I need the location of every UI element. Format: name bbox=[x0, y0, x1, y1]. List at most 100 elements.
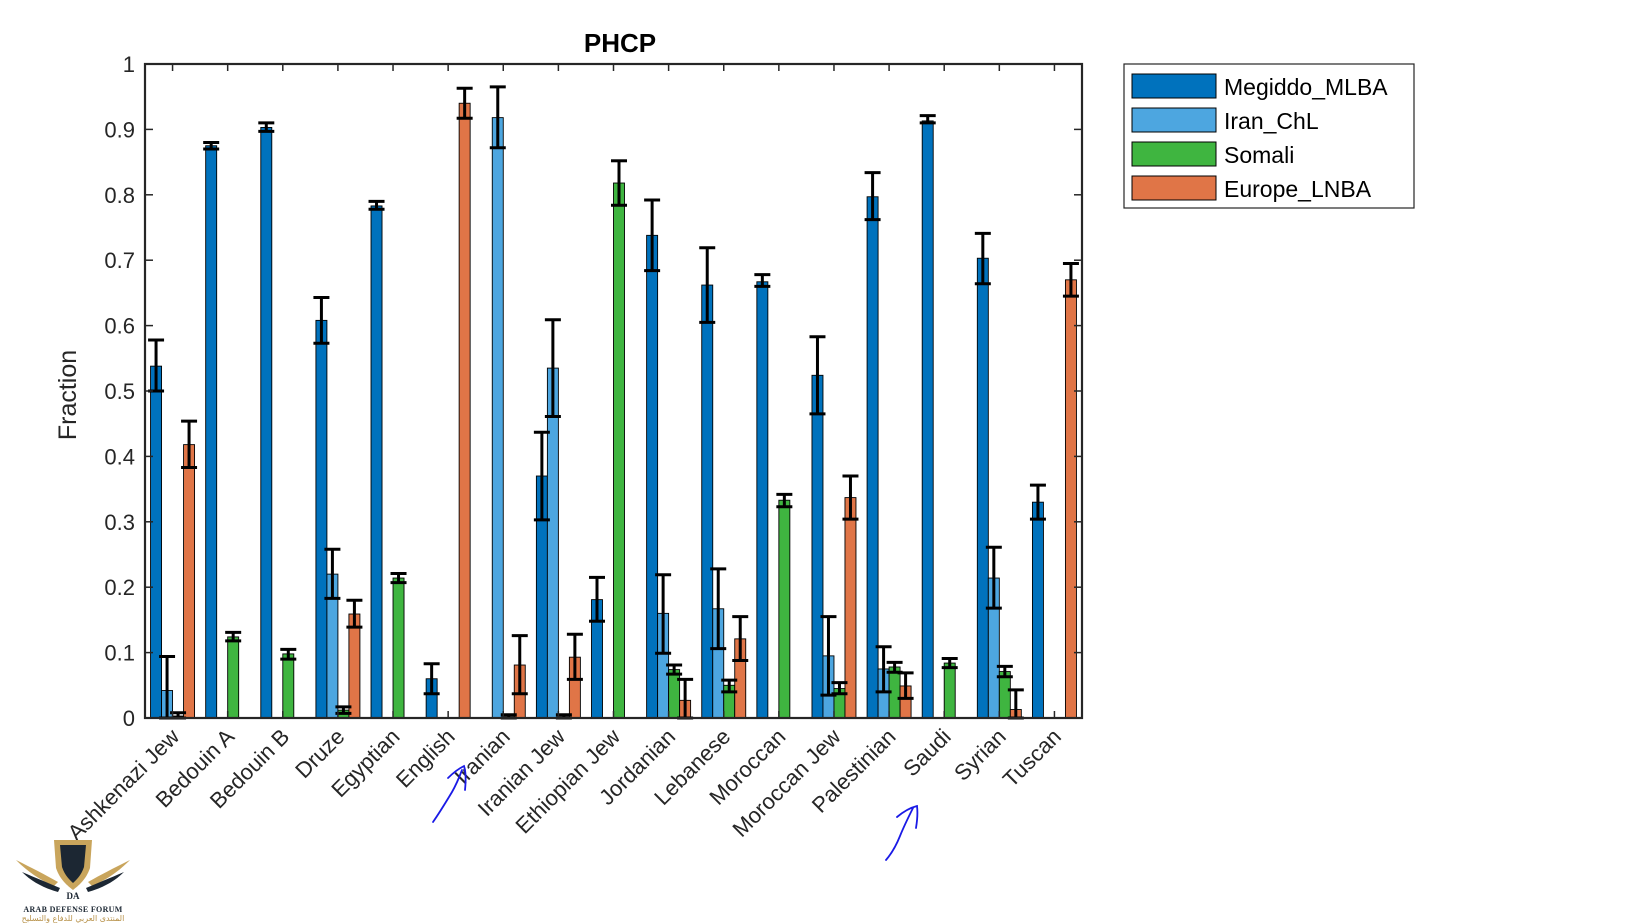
error-bar bbox=[644, 198, 661, 273]
error-bar bbox=[313, 295, 330, 345]
error-bar bbox=[1029, 483, 1046, 521]
error-bar bbox=[666, 663, 683, 676]
legend-label: Iran_ChL bbox=[1224, 108, 1319, 134]
error-bar bbox=[919, 114, 936, 125]
bar-megiddo-mlba-moroccan bbox=[756, 281, 769, 719]
bar-somali-ethiopian-jew bbox=[613, 182, 625, 719]
bar-megiddo-mlba-syrian bbox=[976, 257, 989, 719]
error-bar bbox=[754, 273, 771, 288]
bar-megiddo-mlba-jordanian bbox=[646, 234, 659, 719]
bar-megiddo-mlba-saudi bbox=[921, 120, 934, 719]
y-tick-label: 0.4 bbox=[104, 444, 135, 469]
legend-label: Megiddo_MLBA bbox=[1224, 74, 1388, 100]
error-bar bbox=[809, 335, 826, 416]
bar-somali-moroccan bbox=[778, 499, 791, 719]
bar-europe-lnba-ashkenazi-jew bbox=[183, 444, 196, 719]
error-bar bbox=[423, 662, 440, 696]
error-bar bbox=[258, 121, 275, 133]
bar-megiddo-mlba-moroccan-jew bbox=[811, 374, 824, 719]
error-bar bbox=[280, 647, 297, 661]
error-bar bbox=[533, 430, 550, 522]
arrow-annotation-saudi bbox=[885, 804, 919, 861]
legend-label: Somali bbox=[1224, 142, 1294, 168]
error-bar bbox=[489, 85, 506, 150]
error-bar bbox=[511, 634, 528, 696]
bar-somali-bedouin-a bbox=[227, 636, 240, 719]
x-tick-label: Saudi bbox=[898, 724, 955, 781]
y-axis-label: Fraction bbox=[54, 350, 82, 440]
bar-europe-lnba-druze bbox=[348, 613, 361, 719]
legend-swatch-megiddo-mlba bbox=[1131, 73, 1217, 99]
error-bar bbox=[611, 159, 627, 207]
error-bar bbox=[544, 318, 561, 419]
error-bar bbox=[203, 140, 220, 151]
error-bar bbox=[732, 615, 749, 662]
error-bar bbox=[655, 573, 672, 655]
shield-wings-icon: DA bbox=[16, 840, 130, 901]
bar-iran-chl-iranian bbox=[491, 117, 504, 719]
error-bar bbox=[721, 678, 738, 694]
bar-somali-syrian bbox=[998, 671, 1011, 719]
error-bar bbox=[897, 671, 914, 700]
error-bar bbox=[776, 492, 793, 509]
bar-megiddo-mlba-ashkenazi-jew bbox=[150, 365, 163, 719]
error-bar bbox=[941, 656, 958, 670]
error-bar bbox=[864, 171, 881, 222]
annotations bbox=[432, 764, 919, 861]
y-tick-label: 0.9 bbox=[104, 117, 135, 142]
bar-megiddo-mlba-lebanese bbox=[701, 284, 714, 719]
y-ticks: 0 0.1 0.2 0.3 0.4 0.5 0.6 0.7 0.8 0.9 1 bbox=[104, 52, 1082, 731]
legend-label: Europe_LNBA bbox=[1224, 176, 1372, 202]
legend-swatch-somali bbox=[1131, 141, 1217, 167]
y-tick-label: 0.8 bbox=[104, 183, 135, 208]
x-tick-label: Tuscan bbox=[998, 724, 1066, 792]
bar-megiddo-mlba-palestinian bbox=[866, 196, 879, 719]
y-tick-label: 0 bbox=[123, 706, 135, 731]
bar-europe-lnba-english bbox=[458, 102, 471, 719]
legend-swatch-europe-lnba bbox=[1131, 175, 1217, 201]
y-tick-label: 1 bbox=[123, 52, 135, 77]
error-bar bbox=[390, 571, 407, 585]
error-bar bbox=[831, 681, 848, 696]
error-bar bbox=[710, 567, 727, 651]
legend: Megiddo_MLBA Iran_ChL Somali Europe_LNBA bbox=[1123, 63, 1415, 209]
bar-somali-saudi bbox=[943, 662, 956, 719]
bar-megiddo-mlba-tuscan bbox=[1031, 501, 1044, 719]
x-tick-label: English bbox=[391, 724, 460, 793]
error-bar bbox=[996, 664, 1013, 679]
error-bar bbox=[699, 246, 716, 324]
watermark-text-en: ARAB DEFENSE FORUM bbox=[23, 905, 123, 914]
legend-swatch-iran-chl bbox=[1131, 107, 1217, 133]
bar-europe-lnba-moroccan-jew bbox=[844, 497, 857, 719]
y-tick-label: 0.2 bbox=[104, 575, 135, 600]
error-bars-layer bbox=[148, 85, 1079, 720]
error-bar bbox=[346, 598, 363, 629]
bar-megiddo-mlba-bedouin-b bbox=[260, 126, 273, 719]
error-bar bbox=[225, 630, 242, 643]
error-bar bbox=[589, 575, 605, 623]
y-tick-label: 0.1 bbox=[104, 641, 135, 666]
svg-text:DA: DA bbox=[67, 891, 80, 900]
watermark-text-ar: المنتدى العربي للدفاع والتسليح bbox=[21, 914, 125, 923]
watermark-logo: DA ARAB DEFENSE FORUM المنتدى العربي للد… bbox=[14, 838, 132, 923]
bar-iran-chl-iranian-jew bbox=[546, 367, 559, 719]
error-bar bbox=[974, 231, 991, 286]
error-bar bbox=[324, 547, 341, 600]
error-bar bbox=[985, 545, 1002, 610]
error-bar bbox=[875, 645, 892, 694]
bars-layer bbox=[150, 102, 1077, 719]
error-bar bbox=[181, 419, 198, 470]
y-tick-label: 0.6 bbox=[104, 314, 135, 339]
error-bar bbox=[368, 199, 385, 211]
chart-title: PHCP bbox=[584, 28, 656, 58]
arrow-annotation-iranian bbox=[432, 764, 467, 823]
error-bar bbox=[842, 474, 859, 521]
bar-somali-egyptian bbox=[392, 577, 405, 719]
bar-megiddo-mlba-egyptian bbox=[370, 205, 383, 719]
error-bar bbox=[566, 632, 583, 681]
y-tick-label: 0.3 bbox=[104, 510, 135, 535]
y-tick-label: 0.7 bbox=[104, 248, 135, 273]
bar-megiddo-mlba-bedouin-a bbox=[205, 145, 218, 719]
bar-megiddo-mlba-druze bbox=[315, 319, 328, 719]
